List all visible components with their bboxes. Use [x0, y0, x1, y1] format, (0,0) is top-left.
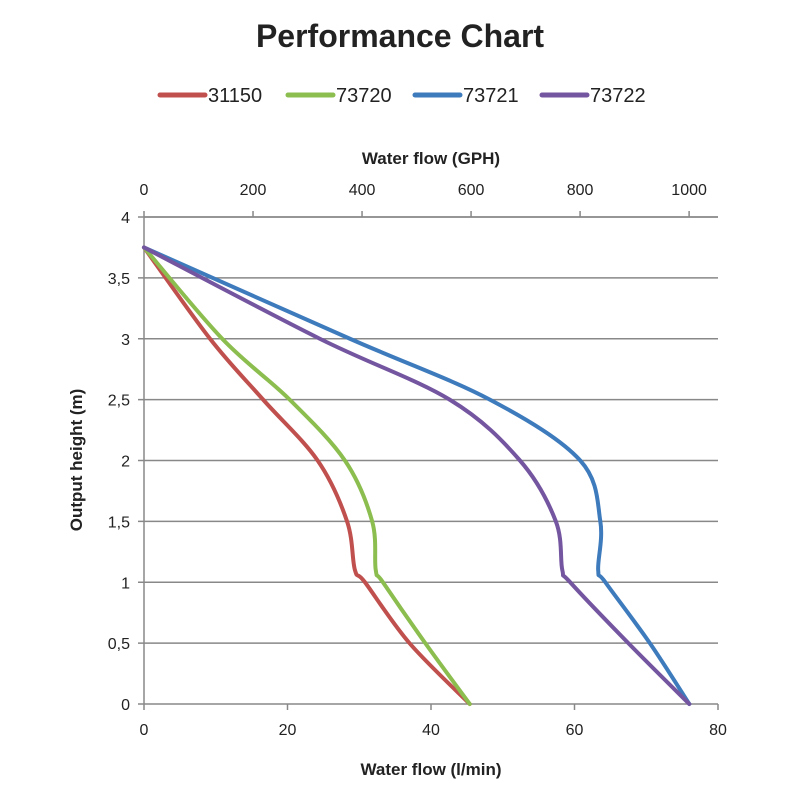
legend: 31150 73720 73721 73722: [157, 85, 646, 107]
series-line-31150: [142, 245, 472, 706]
x-tick-label: 0: [140, 722, 149, 739]
x-tick-label: 80: [709, 722, 727, 739]
y-tick-label: 3: [121, 332, 130, 349]
series-line-73722: [142, 245, 692, 706]
y-tick-label: 4: [121, 210, 130, 227]
y-tick-label: 2: [121, 454, 130, 471]
x2-tick-label: 400: [349, 182, 376, 199]
series-line-73720: [142, 245, 472, 706]
legend-label: 73720: [336, 85, 392, 107]
x-tick-label: 40: [422, 722, 440, 739]
legend-label: 73721: [463, 85, 519, 107]
x2-tick-label: 1000: [671, 182, 707, 199]
y-tick-label: 2,5: [108, 393, 130, 410]
y-tick-label: 1,5: [108, 514, 130, 531]
y-tick-label: 0: [121, 697, 130, 714]
x-axis-label: Water flow (l/min): [360, 760, 501, 779]
x-tick-label: 60: [566, 722, 584, 739]
y-tick-label: 0,5: [108, 636, 130, 653]
y-tick-label: 1: [121, 575, 130, 592]
y-tick-label: 3,5: [108, 271, 130, 288]
y-axis-label: Output height (m): [67, 389, 86, 532]
chart-title: Performance Chart: [256, 18, 544, 54]
x2-tick-label: 800: [567, 182, 594, 199]
series-line-73721: [142, 245, 692, 706]
x-tick-label: 20: [279, 722, 297, 739]
x2-tick-label: 0: [140, 182, 149, 199]
legend-label: 73722: [590, 85, 646, 107]
x2-tick-label: 600: [458, 182, 485, 199]
legend-label: 31150: [208, 85, 262, 107]
x2-axis-label: Water flow (GPH): [362, 149, 500, 168]
x2-tick-label: 200: [240, 182, 267, 199]
